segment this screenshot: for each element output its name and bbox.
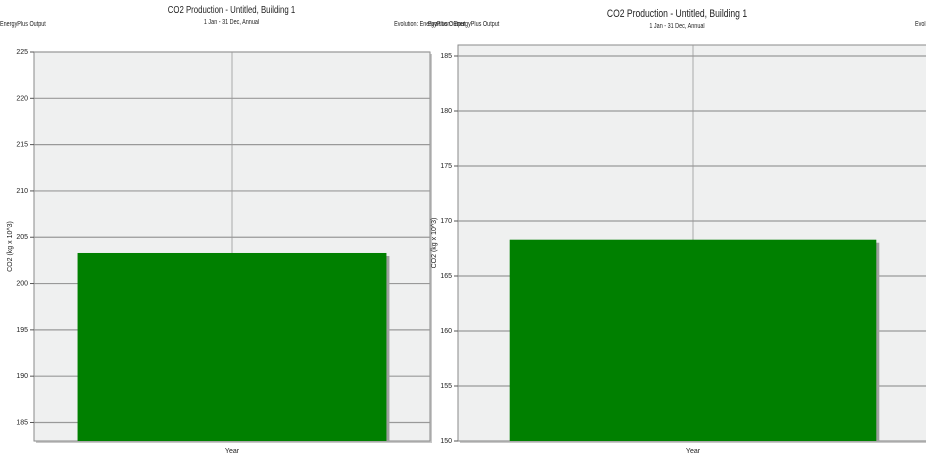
y-tick-label: 225 — [16, 49, 28, 56]
y-axis-label: CO2 (kg x 10^3) — [431, 218, 438, 269]
source-label-right: Evol — [915, 21, 926, 28]
y-tick-label: 215 — [16, 142, 28, 149]
y-tick-label: 170 — [440, 218, 452, 225]
chart-subtitle: 1 Jan - 31 Dec, Annual — [203, 19, 260, 26]
source-label: EnergyPlus Output — [0, 21, 46, 28]
chart-svg: 185 190 195 200 205 210 215 220 225 CO2 (kg x 10^… — [7, 49, 432, 455]
chart-panel-right: CO2 Production - Untitled, Building 1 1 … — [428, 0, 926, 459]
chart-svg: 150 155 160 165 170 175 180 185 CO2 (kg x 10^3) Y… — [431, 44, 926, 455]
chart-title: CO2 Production - Untitled, Building 1 — [167, 5, 296, 16]
chart-subtitle: 1 Jan - 31 Dec, Annual — [649, 23, 705, 30]
y-tick-label: 150 — [440, 438, 452, 445]
y-tick-label: 210 — [16, 188, 28, 195]
chart-title: CO2 Production - Untitled, Building 1 — [606, 8, 748, 20]
y-tick-label: 200 — [16, 281, 28, 288]
y-tick-label: 180 — [440, 108, 452, 115]
bar — [77, 252, 387, 441]
y-tick-label: 195 — [16, 327, 28, 334]
y-tick-label: 155 — [440, 383, 452, 390]
y-tick-label: 185 — [440, 53, 452, 60]
chart-panel-left: CO2 Production - Untitled, Building 1 1 … — [0, 5, 465, 455]
source-label-right: Evolution: EnergyPlus Output — [393, 21, 465, 28]
y-tick-label: 165 — [440, 273, 452, 280]
x-category-label: Year — [225, 448, 240, 455]
y-axis-label: CO2 (kg x 10^3) — [7, 221, 14, 272]
y-tick-label: 190 — [16, 373, 28, 380]
bar — [509, 239, 877, 441]
y-tick-label: 185 — [16, 419, 28, 426]
y-tick-label: 220 — [16, 95, 28, 102]
y-tick-label: 175 — [440, 163, 452, 170]
source-label: Evolution: EnergyPlus Output — [428, 21, 500, 28]
y-tick-label: 160 — [440, 328, 452, 335]
y-tick-label: 205 — [16, 234, 28, 241]
x-category-label: Year — [686, 448, 701, 455]
